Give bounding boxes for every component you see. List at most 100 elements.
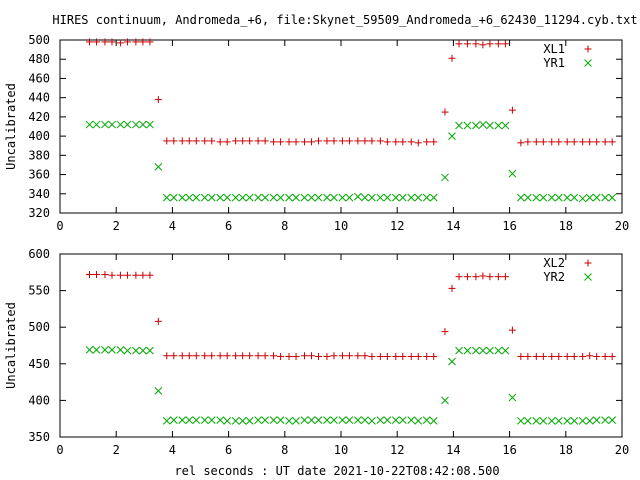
YR1-point [300, 193, 309, 202]
YR1-point [361, 193, 369, 202]
YR1-point [330, 193, 338, 202]
YR2-point [585, 417, 594, 425]
XL1-point [338, 137, 346, 145]
x-tick-label: 20 [615, 219, 629, 233]
YR1-point [547, 193, 556, 202]
YR2-point [216, 416, 225, 425]
x-tick-label: 18 [559, 219, 573, 233]
YR1-point [154, 163, 163, 171]
XL1-point [123, 38, 131, 46]
YR2-point [441, 396, 449, 405]
XL1-point [548, 138, 556, 146]
YR1-point [338, 193, 347, 202]
YR1-point [508, 169, 517, 178]
x-tick-label: 20 [615, 443, 629, 457]
XL2-point [479, 272, 487, 280]
XL1-point [407, 138, 415, 146]
YR2-point [486, 346, 494, 355]
YR2-point [92, 346, 101, 354]
XL1-point [178, 137, 186, 145]
YR1-point [354, 192, 362, 201]
YR1-point [376, 193, 385, 202]
y-tick-label: 460 [28, 71, 50, 85]
XL2-point [601, 352, 609, 360]
XL1-point [486, 40, 494, 48]
XL2-point [163, 352, 171, 360]
YR1-point [231, 193, 240, 202]
XL2-point [246, 352, 254, 360]
XL2-point [508, 326, 516, 334]
XL1-point [455, 40, 463, 48]
YR2-point [123, 346, 132, 355]
legend-marker-XL2 [584, 259, 592, 267]
XL2-point [486, 273, 494, 281]
XL2-point [239, 352, 247, 360]
YR1-point [123, 120, 132, 129]
x-tick-label: 0 [56, 219, 63, 233]
YR2-point [463, 346, 472, 355]
XL2-point [201, 352, 209, 360]
YR2-point [254, 416, 262, 425]
XL1-point [300, 138, 308, 146]
YR2-point [323, 416, 331, 425]
XL2-point [123, 271, 131, 279]
YR1-point [578, 194, 587, 203]
YR1-point [285, 193, 293, 202]
legend-label-XL1: XL1 [543, 42, 565, 56]
YR2-point [139, 346, 147, 355]
YR2-point [345, 416, 354, 425]
YR1-point [92, 120, 101, 129]
y-tick-label: 600 [28, 247, 50, 261]
x-tick-label: 4 [169, 219, 176, 233]
XL2-point [392, 352, 400, 360]
YR2-point [501, 346, 510, 355]
legend-marker-YR2 [584, 273, 592, 281]
y-axis-label: Uncalibrated [4, 83, 18, 170]
YR2-point [383, 416, 392, 425]
x-tick-label: 2 [113, 219, 120, 233]
chart-title: HIRES continuum, Andromeda_+6, file:Skyn… [52, 13, 637, 27]
XL1-point [330, 137, 338, 145]
YR2-point [494, 346, 503, 355]
YR1-point [592, 193, 601, 202]
YR1-point [472, 121, 480, 130]
XL2-point [185, 352, 193, 360]
YR2-point [422, 416, 431, 425]
XL2-point [501, 273, 509, 281]
x-tick-label: 16 [502, 219, 516, 233]
XL1-point [323, 137, 331, 145]
YR2-point [429, 417, 438, 425]
YR2-point [368, 417, 376, 425]
XL1-point [586, 138, 594, 146]
YR2-point [592, 416, 601, 425]
legend-marker-XL1 [584, 45, 592, 53]
YR2-point [578, 417, 587, 425]
YR2-point [472, 346, 480, 355]
YR1-point [192, 193, 201, 202]
XL1-point [277, 138, 285, 146]
XL2-point [116, 271, 124, 279]
XL1-point [208, 137, 216, 145]
YR1-point [429, 193, 438, 202]
YR2-point [516, 417, 525, 425]
XL2-point [93, 270, 101, 278]
XL2-point [399, 352, 407, 360]
YR2-point [169, 416, 178, 425]
x-tick-label: 8 [281, 219, 288, 233]
YR1-point [539, 193, 548, 202]
XL2-point [532, 352, 540, 360]
YR2-point [185, 416, 194, 425]
YR2-point [231, 417, 240, 425]
YR1-point [455, 121, 463, 130]
YR1-point [407, 193, 416, 202]
YR2-point [508, 393, 517, 402]
XL2-point [307, 352, 315, 360]
XL1-point [448, 54, 456, 62]
XL2-point [192, 352, 200, 360]
YR2-point [330, 416, 338, 425]
YR2-point [532, 417, 541, 425]
XL2-point [261, 352, 269, 360]
XL1-point [315, 137, 323, 145]
XL1-point [108, 38, 116, 46]
XL2-point [178, 352, 186, 360]
